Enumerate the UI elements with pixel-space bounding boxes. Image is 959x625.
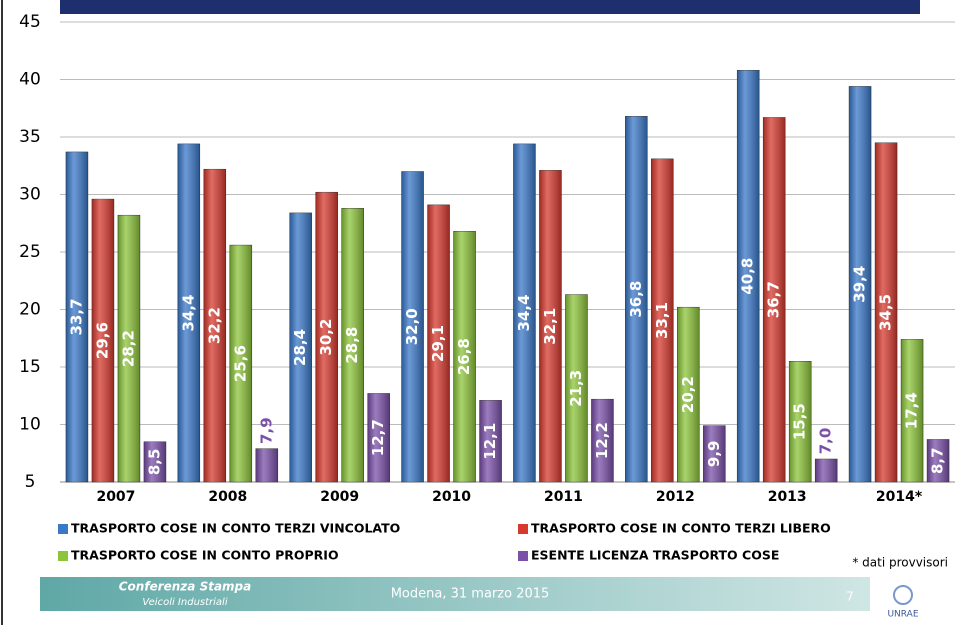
value-label: 36,8	[627, 281, 645, 318]
bar-shade	[289, 212, 312, 482]
legend-swatch	[58, 524, 68, 534]
legend-swatch	[518, 524, 528, 534]
value-label: 33,1	[653, 302, 671, 339]
value-label: 28,8	[343, 327, 361, 364]
value-label: 12,2	[593, 422, 611, 459]
bar-shade	[677, 307, 700, 482]
value-label: 34,4	[515, 294, 533, 331]
value-label: 9,9	[705, 441, 723, 468]
y-tick-label: 25	[19, 242, 41, 262]
legend-swatch	[518, 551, 528, 561]
value-label: 40,8	[739, 258, 757, 295]
y-tick-label: 40	[19, 70, 41, 90]
bar-shade	[315, 192, 338, 482]
value-label: 15,5	[791, 403, 809, 440]
y-tick-label: 30	[19, 185, 41, 205]
x-tick-label: 2009	[320, 489, 359, 505]
value-label: 36,7	[765, 281, 783, 318]
value-label: 34,4	[179, 294, 197, 331]
bar-shade	[143, 441, 166, 482]
bar-shade	[91, 199, 114, 482]
footer-subtitle: Veicoli Industriali	[142, 597, 227, 608]
bar-shade	[901, 339, 924, 482]
bar-shade	[737, 70, 760, 483]
x-tick-label: 2014*	[876, 489, 923, 505]
bar-shade	[591, 399, 614, 482]
x-tick-label: 2007	[96, 489, 135, 505]
value-label: 33,7	[67, 298, 85, 335]
value-label: 17,4	[903, 392, 921, 429]
legend-label: TRASPORTO COSE IN CONTO TERZI VINCOLATO	[71, 521, 400, 536]
y-tick-label: 15	[19, 357, 41, 377]
bar-shade	[479, 400, 502, 482]
value-label: 8,7	[929, 447, 947, 474]
legend-label: ESENTE LICENZA TRASPORTO COSE	[531, 548, 779, 563]
page-number: 7	[846, 590, 854, 604]
footer-band	[40, 577, 870, 611]
bar-shade	[229, 245, 252, 482]
bar-shade	[651, 158, 674, 482]
bar-shade	[927, 439, 950, 482]
bar-shade	[703, 425, 726, 482]
x-tick-label: 2008	[208, 489, 247, 505]
value-label: 26,8	[455, 338, 473, 375]
value-label: 20,2	[679, 376, 697, 413]
value-label: 30,2	[317, 319, 335, 356]
x-tick-label: 2011	[544, 489, 583, 505]
x-tick-label: 2012	[656, 489, 695, 505]
value-label: 21,3	[567, 370, 585, 407]
bar-shade	[849, 86, 872, 483]
value-label: 7,0	[817, 428, 835, 455]
x-tick-label: 2010	[432, 489, 471, 505]
bar-shade	[367, 393, 390, 482]
value-label: 34,5	[877, 294, 895, 331]
bar-shade	[565, 294, 588, 482]
bar-shade	[875, 142, 898, 482]
title-bar	[60, 0, 920, 14]
bar-shade	[513, 143, 536, 482]
bar-shade	[763, 117, 786, 482]
footer-date: Modena, 31 marzo 2015	[391, 587, 550, 602]
bar-shade	[203, 169, 226, 482]
value-label: 32,1	[541, 308, 559, 345]
legend-label: TRASPORTO COSE IN CONTO PROPRIO	[71, 548, 339, 563]
value-label: 39,4	[851, 266, 869, 303]
logo-globe	[893, 585, 913, 605]
y-tick-label: 20	[19, 300, 41, 320]
bar-shade	[177, 143, 200, 482]
value-label: 32,2	[205, 307, 223, 344]
y-tick-label: 45	[19, 12, 41, 32]
note: * dati provvisori	[852, 556, 948, 570]
bar-shade	[65, 151, 88, 482]
legend-swatch	[58, 551, 68, 561]
value-label: 8,5	[145, 449, 163, 476]
bar-shade	[427, 204, 450, 482]
value-label: 25,6	[231, 345, 249, 382]
value-label: 32,0	[403, 308, 421, 345]
bar-shade	[401, 171, 424, 482]
value-label: 7,9	[257, 417, 275, 444]
value-label: 29,1	[429, 325, 447, 362]
y-tick-label: 10	[19, 415, 41, 435]
bar-shade	[453, 231, 476, 482]
value-label: 29,6	[93, 322, 111, 359]
value-label: 28,4	[291, 329, 309, 366]
bar-shade	[255, 448, 278, 482]
bar-shade	[789, 361, 812, 482]
bar-shade	[117, 215, 140, 482]
x-tick-label: 2013	[768, 489, 807, 505]
footer-event: Conferenza Stampa	[119, 580, 251, 594]
bar-shade	[815, 459, 838, 482]
y-tick-label: 35	[19, 127, 41, 147]
value-label: 12,1	[481, 423, 499, 460]
bar-shade	[625, 116, 648, 483]
logo: UNRAE	[887, 610, 918, 620]
bar-shade	[539, 170, 562, 482]
bar-shade	[341, 208, 364, 483]
value-label: 28,2	[119, 330, 137, 367]
value-label: 12,7	[369, 419, 387, 456]
legend-label: TRASPORTO COSE IN CONTO TERZI LIBERO	[531, 521, 831, 536]
y-tick-label: 5	[25, 472, 36, 492]
